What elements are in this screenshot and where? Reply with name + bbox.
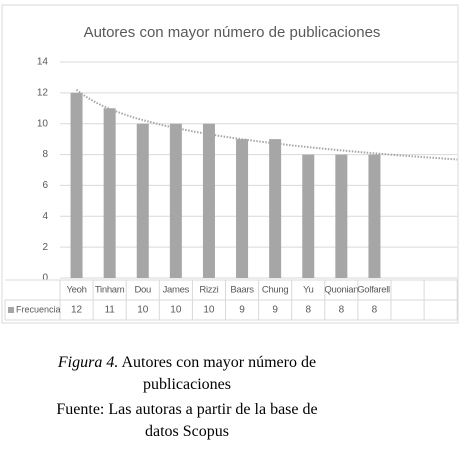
y-tick-label: 2	[42, 242, 48, 253]
bar	[70, 92, 83, 278]
bar	[202, 123, 215, 278]
caption-line: Fuente: Las autoras a partir de la base …	[56, 401, 318, 418]
table-value: 10	[170, 305, 182, 316]
x-tick-label: Yeoh	[66, 285, 86, 296]
legend-label: Frecuencia	[16, 304, 61, 314]
table-value: 11	[104, 305, 115, 316]
table-value: 10	[137, 305, 149, 316]
y-tick-label: 0	[42, 273, 48, 284]
bar	[103, 108, 116, 279]
x-tick-label: Golfarelli	[357, 285, 392, 296]
table-value: 12	[71, 305, 83, 316]
y-tick-label: 4	[42, 211, 48, 222]
x-tick-label: Dou	[134, 285, 151, 296]
table-value: 8	[305, 305, 311, 316]
caption-line: publicaciones	[143, 376, 231, 393]
table-value: 8	[372, 305, 378, 316]
bar	[368, 154, 381, 278]
chart: Autores con mayor número de publicacione…	[1, 4, 459, 324]
x-tick-label: Quonian	[324, 285, 358, 296]
y-tick-label: 8	[42, 149, 48, 160]
legend-swatch	[8, 307, 14, 313]
caption-line: Figura 4. Autores con mayor número de	[0, 352, 374, 373]
chart-frame	[1, 4, 459, 324]
caption-line: datos Scopus	[145, 423, 229, 440]
y-tick-label: 10	[37, 118, 49, 129]
y-tick-label: 6	[42, 180, 48, 191]
bar	[302, 154, 315, 278]
table-value: 9	[239, 305, 245, 316]
x-tick-label: Baars	[230, 285, 254, 296]
y-tick-label: 12	[37, 87, 49, 98]
x-tick-label: Yu	[303, 285, 314, 296]
bar	[169, 123, 182, 278]
trendline	[75, 88, 458, 161]
table-value: 8	[339, 305, 345, 316]
bar	[335, 154, 348, 278]
bar	[236, 139, 249, 278]
x-tick-label: James	[163, 285, 190, 296]
x-tick-label: Chung	[262, 285, 289, 296]
y-tick-label: 14	[37, 57, 49, 68]
x-tick-label: Rizzi	[199, 285, 218, 296]
table-value: 10	[203, 305, 215, 316]
caption-text: Autores con mayor número de	[118, 354, 317, 371]
chart-title: Autores con mayor número de publicacione…	[84, 24, 381, 41]
bar	[136, 123, 149, 278]
caption-label: Figura 4.	[57, 354, 119, 371]
bar	[269, 139, 282, 278]
x-tick-label: Tinham	[95, 285, 125, 296]
table-value: 9	[272, 305, 278, 316]
